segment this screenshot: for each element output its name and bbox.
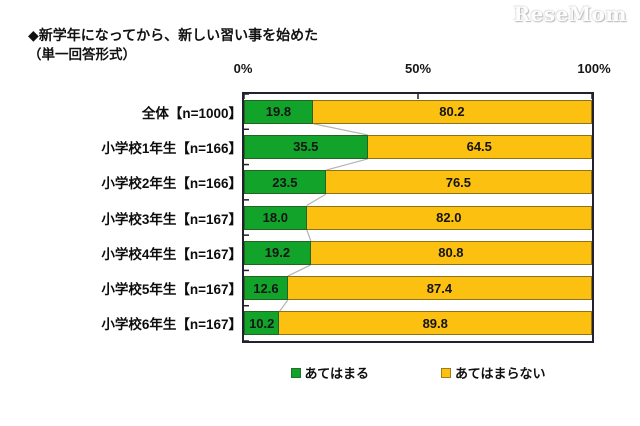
value-label: 76.5 (445, 174, 472, 190)
value-label: 19.8 (265, 104, 292, 120)
series-connector-line (312, 123, 368, 136)
series-connector-line (279, 299, 289, 312)
segment-applies: 18.0 (244, 205, 307, 230)
x-axis-tick-0: 0% (233, 61, 253, 76)
segment-applies: 19.2 (244, 240, 311, 265)
legend: あてはまる あてはまらない (242, 363, 594, 382)
value-label: 19.2 (264, 245, 291, 261)
value-label: 10.2 (249, 315, 275, 331)
bar-row: 23.5 76.5 (244, 170, 592, 195)
chart-title: ◆新学年になってから、新しい習い事を始めた （単一回答形式） (28, 26, 318, 64)
segment-applies: 35.5 (244, 134, 368, 159)
plot-inner: 19.8 80.2 35.5 64.5 23.5 76.5 18.0 82.0 19.2 80.8… (244, 94, 592, 341)
series-connector-line (287, 264, 312, 277)
category-label: 小学校1年生【n=166】 (101, 140, 242, 156)
value-label: 80.8 (438, 245, 464, 261)
bar-row: 18.0 82.0 (244, 205, 592, 230)
legend-item-applies: あてはまる (290, 363, 369, 382)
chart-title-line1: ◆新学年になってから、新しい習い事を始めた (28, 27, 319, 43)
series-connector-line (306, 193, 327, 207)
bar-row: 19.8 80.2 (244, 99, 592, 124)
series-connector-line (325, 158, 368, 171)
value-label: 80.2 (439, 104, 465, 120)
x-axis-tick-50: 50% (404, 61, 432, 76)
category-label: 全体【n=1000】 (141, 105, 242, 121)
value-label: 87.4 (426, 280, 453, 296)
segment-applies: 12.6 (244, 276, 288, 301)
segment-applies: 10.2 (244, 311, 280, 336)
legend-swatch-orange-icon (441, 367, 451, 378)
segment-applies: 23.5 (244, 170, 326, 195)
category-label: 小学校3年生【n=167】 (101, 211, 242, 227)
segment-not-applies: 87.4 (287, 276, 592, 301)
segment-not-applies: 76.5 (325, 170, 592, 195)
legend-item-not-applies: あてはまらない (441, 363, 545, 382)
resemom-logo: ReseMom (513, 2, 627, 26)
category-label: 小学校4年生【n=167】 (101, 246, 242, 262)
category-label: 小学校6年生【n=167】 (101, 317, 242, 333)
bar-row: 10.2 89.8 (244, 311, 592, 336)
legend-label: あてはまらない (455, 366, 546, 381)
plot-area: 19.8 80.2 35.5 64.5 23.5 76.5 18.0 82.0 19.2 80.8… (242, 92, 594, 343)
bar-row: 12.6 87.4 (244, 276, 592, 301)
category-label: 小学校5年生【n=167】 (101, 282, 242, 298)
segment-not-applies: 82.0 (306, 205, 592, 230)
segment-applies: 19.8 (244, 99, 313, 124)
chart-title-line2: （単一回答形式） (28, 46, 136, 62)
segment-not-applies: 64.5 (367, 134, 592, 159)
bar-row: 19.2 80.8 (244, 240, 592, 265)
value-label: 18.0 (262, 210, 288, 225)
bar-row: 35.5 64.5 (244, 134, 592, 159)
value-label: 23.5 (272, 174, 298, 190)
value-label: 12.6 (253, 280, 279, 296)
segment-not-applies: 80.8 (310, 240, 592, 265)
legend-swatch-green-icon (290, 367, 301, 378)
x-axis-tick-100: 100% (577, 61, 611, 76)
legend-label: あてはまる (304, 366, 369, 381)
segment-not-applies: 89.8 (279, 311, 592, 336)
category-label: 小学校2年生【n=166】 (101, 176, 242, 192)
value-label: 64.5 (466, 139, 492, 155)
value-label: 82.0 (436, 210, 462, 225)
segment-not-applies: 80.2 (312, 99, 592, 124)
value-label: 35.5 (293, 139, 319, 155)
series-connector-line (306, 229, 312, 241)
value-label: 89.8 (422, 315, 448, 331)
